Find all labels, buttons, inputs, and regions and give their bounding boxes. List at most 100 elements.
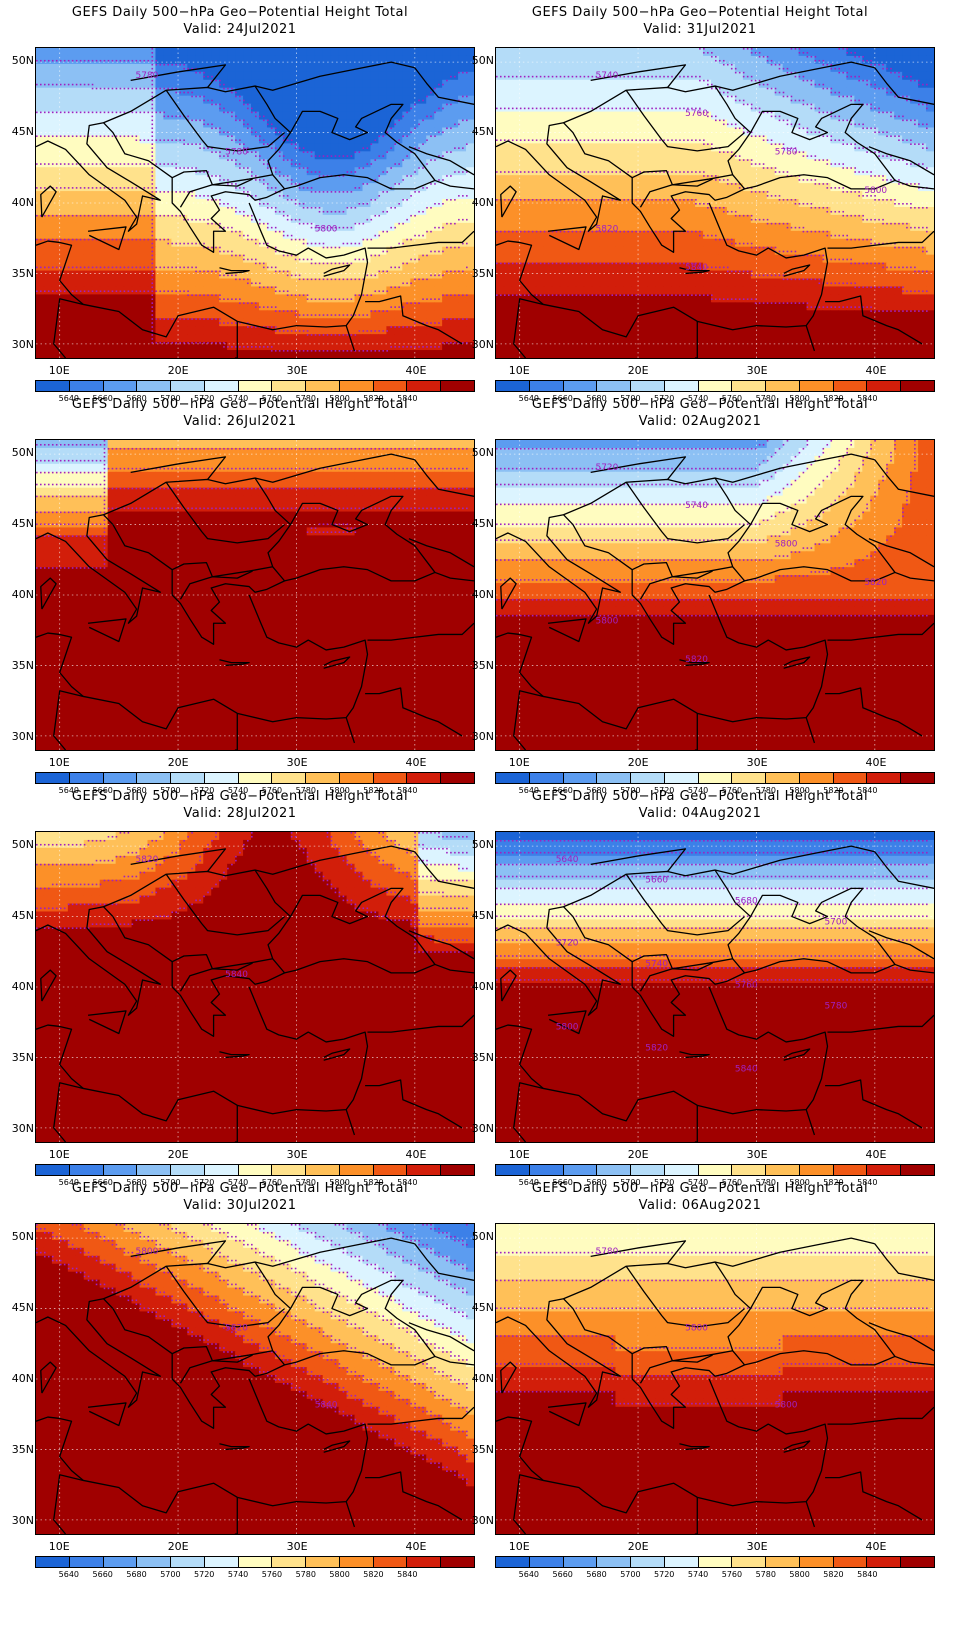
contour-dot (239, 322, 241, 324)
height-cell (822, 214, 832, 224)
contour-dot (155, 290, 158, 293)
height-cell (346, 48, 356, 57)
contour-dot (227, 131, 229, 134)
height-cell (139, 111, 149, 121)
height-cell (338, 87, 348, 97)
height-cell (503, 206, 513, 216)
contour-dot (251, 326, 253, 328)
contour-dot (358, 278, 361, 281)
height-cell (155, 48, 165, 57)
contour-dot (270, 127, 273, 130)
contour-dot (258, 179, 261, 181)
height-cell (314, 183, 324, 192)
contour-dot (394, 143, 396, 145)
height-cell (75, 191, 85, 200)
contour-dot (251, 151, 253, 153)
height-cell (718, 214, 728, 224)
contour-dot (422, 234, 424, 237)
height-cell (615, 206, 625, 216)
height-cell (902, 183, 911, 192)
height-cell (567, 222, 577, 232)
contour-dot (83, 111, 86, 114)
contour-dot (231, 87, 233, 90)
height-cell (370, 87, 380, 97)
contour-dot (378, 310, 381, 312)
contour-dot (159, 163, 162, 165)
height-cell (107, 350, 117, 358)
contour-dot (402, 262, 404, 265)
contour-dot (231, 346, 233, 348)
height-cell (243, 238, 252, 248)
contour-dot (302, 350, 305, 352)
height-cell (354, 151, 364, 160)
height-cell (330, 350, 340, 358)
height-cell (274, 238, 284, 248)
contour-dot (314, 350, 317, 352)
height-cell (123, 206, 133, 216)
contour-dot (203, 71, 205, 74)
height-cell (298, 278, 308, 288)
height-cell (418, 222, 427, 232)
contour-dot (410, 326, 412, 328)
height-cell (503, 111, 513, 121)
height-cell (402, 87, 411, 97)
contour-dot (270, 286, 273, 289)
contour-dot (151, 214, 154, 217)
contour-dot (354, 350, 357, 352)
height-cell (687, 175, 696, 184)
contour-dot (270, 187, 273, 189)
height-cell (139, 302, 149, 311)
height-cell (551, 127, 561, 137)
contour-dot (258, 199, 261, 201)
contour-dot (59, 187, 62, 189)
height-cell (639, 191, 648, 200)
height-cell (211, 175, 220, 184)
height-cell (402, 254, 411, 264)
contour-dot (67, 59, 70, 62)
height-cell (655, 206, 664, 216)
contour-dot (298, 238, 301, 241)
height-cell (559, 95, 569, 105)
height-cell (742, 222, 752, 232)
height-cell (75, 167, 85, 176)
height-cell (663, 127, 672, 137)
height-cell (251, 95, 260, 105)
contour-dot (115, 238, 118, 241)
height-cell (655, 159, 664, 168)
coastline (345, 325, 356, 352)
height-cell (298, 135, 308, 144)
contour-dot (83, 59, 86, 62)
contour-dot (91, 214, 94, 217)
height-cell (503, 119, 513, 129)
contour-dot (274, 206, 277, 209)
height-cell (362, 167, 372, 176)
height-cell (195, 262, 204, 272)
height-cell (806, 167, 816, 176)
height-cell (211, 48, 220, 57)
height-cell (163, 199, 172, 208)
height-cell (734, 167, 744, 176)
height-cell (338, 270, 348, 280)
height-cell (402, 326, 411, 335)
height-cell (115, 302, 125, 311)
contour-dot (434, 135, 436, 138)
height-cell (386, 310, 395, 319)
contour-dot (306, 314, 309, 316)
height-cell (790, 48, 800, 57)
contour-dot (247, 234, 249, 237)
contour-dot (398, 139, 400, 141)
contour-dot (115, 87, 118, 90)
contour-dot (243, 123, 245, 126)
contour-dot (354, 278, 357, 281)
height-cell (290, 191, 300, 200)
contour-dot (286, 159, 289, 161)
contour-dot (314, 171, 317, 173)
height-cell (155, 167, 165, 176)
height-cell (243, 127, 252, 137)
height-cell (290, 127, 300, 137)
height-cell (59, 222, 69, 232)
contour-dot (450, 175, 452, 177)
height-cell (290, 246, 300, 256)
height-cell (599, 159, 609, 168)
